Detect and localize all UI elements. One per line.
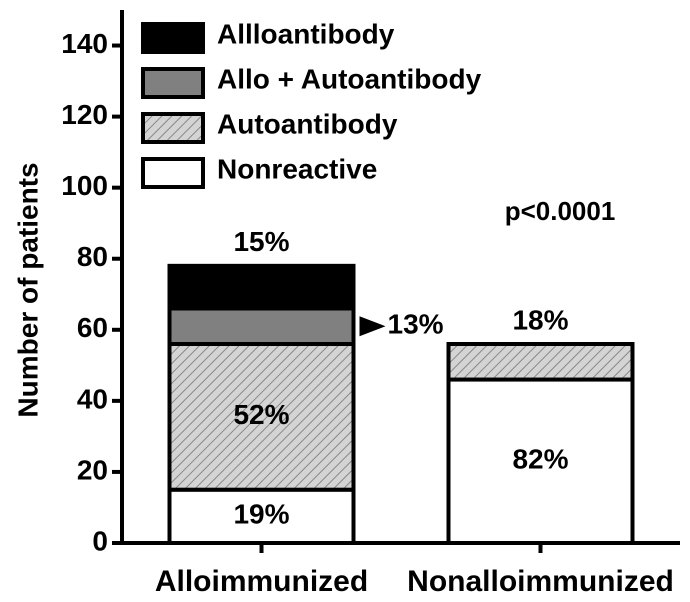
y-tick-label: 20 — [77, 454, 108, 485]
value-label: 13% — [388, 309, 444, 340]
y-tick-label: 100 — [61, 170, 108, 201]
x-tick-label: Nonalloimmunized — [407, 565, 674, 598]
bar-segment — [167, 487, 356, 546]
legend-label: Autoantibody — [217, 108, 398, 139]
bar-segment — [167, 342, 356, 492]
y-tick-label: 80 — [77, 241, 108, 272]
bar-segment — [167, 263, 356, 311]
y-tick-label: 60 — [77, 312, 108, 343]
annotation: p<0.0001 — [505, 196, 616, 226]
legend-swatch — [141, 22, 205, 54]
y-tick-label: 120 — [61, 99, 108, 130]
value-label: 18% — [512, 304, 568, 335]
legend-label: Allloantibody — [217, 18, 395, 49]
bar-segment — [167, 306, 356, 347]
y-tick-label: 0 — [92, 525, 108, 556]
y-tick-label: 140 — [61, 28, 108, 59]
x-tick-label: Alloimmunized — [155, 565, 368, 598]
value-label: 15% — [233, 226, 289, 257]
bar-segment — [446, 342, 635, 382]
y-tick-label: 40 — [77, 383, 108, 414]
legend-swatch — [141, 112, 205, 144]
value-label: 19% — [233, 499, 289, 530]
legend-label: Nonreactive — [217, 153, 377, 184]
legend-label: Allo + Autoantibody — [217, 63, 482, 94]
label-arrow — [359, 316, 386, 337]
value-label: 82% — [512, 444, 568, 475]
legend-swatch — [141, 67, 205, 99]
value-label: 52% — [233, 399, 289, 430]
y-axis-label: Number of patients — [12, 162, 43, 417]
legend-swatch — [141, 157, 205, 189]
